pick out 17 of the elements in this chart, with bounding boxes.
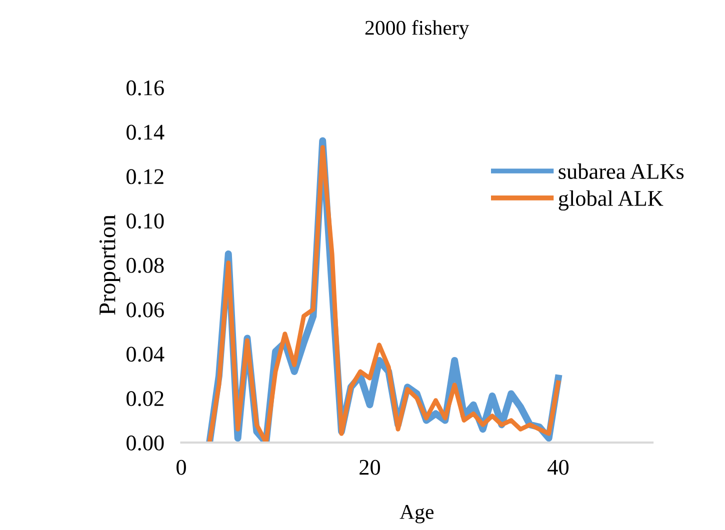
chart-title: 2000 fishery [365,20,470,40]
y-tick-label: 0.08 [126,258,164,274]
x-axis-title: Age [400,505,434,524]
y-tick-label: 0.12 [126,169,164,184]
legend-label: subarea ALKs [558,163,684,179]
y-tick-label: 0.10 [126,214,164,229]
x-tick-label: 40 [548,460,569,475]
y-tick-label: 0.02 [126,391,164,406]
y-axis-title: Proportion [99,214,120,315]
legend-label: global ALK [558,190,664,211]
y-tick-label: 0.16 [126,80,164,96]
x-tick-label: 0 [176,460,186,475]
y-tick-label: 0.06 [126,302,164,318]
y-tick-label: 0.04 [126,346,164,362]
y-tick-label: 0.00 [126,435,164,451]
y-tick-label: 0.14 [126,124,164,140]
x-tick-label: 20 [360,460,380,475]
